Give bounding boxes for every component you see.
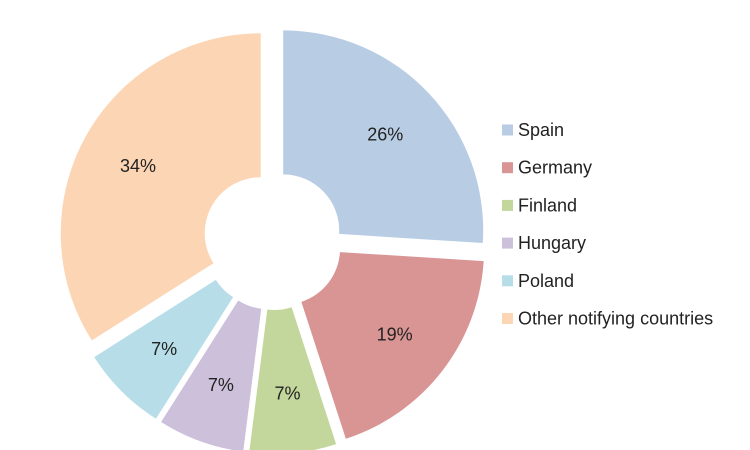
legend-swatch-spain <box>502 124 513 136</box>
pie-slice-spain <box>283 30 484 243</box>
pie-slice-poland <box>94 279 234 419</box>
slice-label-poland: 7% <box>151 339 177 359</box>
slice-label-spain: 26% <box>367 125 403 145</box>
pie-slices <box>60 30 484 450</box>
legend-label-other-notifying-countries: Other notifying countries <box>518 309 713 329</box>
legend-label-hungary: Hungary <box>518 233 586 253</box>
legend-label-spain: Spain <box>518 120 564 140</box>
slice-label-other-notifying-countries: 34% <box>120 156 156 176</box>
legend-swatch-hungary <box>502 237 513 249</box>
pie-slice-hungary <box>161 300 262 450</box>
pie-slice-finland <box>249 307 337 450</box>
pie-slice-labels: 26% 19% 7% 7% 7% 34% <box>120 125 413 404</box>
pie-slice-other-notifying-countries <box>60 33 261 341</box>
legend: Spain Germany Finland Hungary Poland Other no… <box>502 120 713 329</box>
pie-slice-germany <box>301 252 484 439</box>
legend-swatch-finland <box>502 199 513 211</box>
legend-swatch-poland <box>502 275 513 287</box>
slice-label-finland: 7% <box>274 383 300 403</box>
legend-swatch-germany <box>502 162 513 174</box>
legend-label-germany: Germany <box>518 158 592 178</box>
legend-swatch-other-notifying-countries <box>502 313 513 324</box>
slice-label-germany: 19% <box>377 324 413 344</box>
legend-label-poland: Poland <box>518 271 574 291</box>
legend-label-finland: Finland <box>518 195 577 215</box>
slice-label-hungary: 7% <box>208 375 234 395</box>
